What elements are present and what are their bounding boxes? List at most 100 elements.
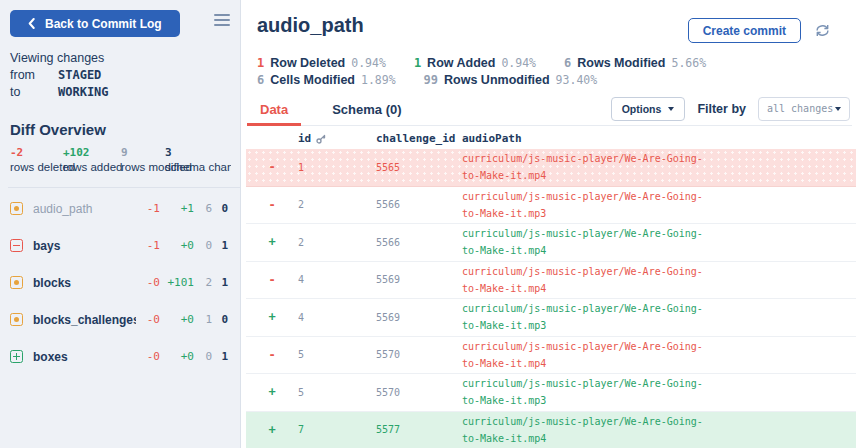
filter-select-value: all changes — [767, 103, 833, 114]
filter-select[interactable]: all changes — [758, 97, 850, 121]
overview-stat-value: 9 — [121, 146, 165, 160]
diff-stat-label: Rows Unmodified — [444, 73, 550, 87]
cell-id: 5 — [298, 384, 376, 401]
tab-data[interactable]: Data — [247, 96, 301, 126]
cell-audio-path: curriculum/js-music-player/We-Are-Going-… — [462, 338, 718, 372]
cell-id: 4 — [298, 309, 376, 326]
table-name: blocks_challenges — [33, 313, 136, 327]
schema-changes-count: 1 — [212, 239, 228, 252]
table-diff-counts: -0 +0 1 0 — [136, 313, 228, 326]
diff-overview-title: Diff Overview — [10, 121, 230, 138]
cell-challenge-id: 5566 — [376, 234, 462, 251]
viewing-from-row: from STAGED — [10, 67, 230, 84]
overview-stat-label: rows added — [63, 160, 121, 175]
schema-changes-count: 1 — [212, 350, 228, 363]
column-header-challenge-id: challenge_id — [376, 132, 462, 145]
tab-bar: Data Schema (0) — [247, 96, 433, 125]
cell-audio-path: curriculum/js-music-player/We-Are-Going-… — [462, 413, 718, 447]
primary-key-icon — [316, 134, 326, 144]
diff-table-row[interactable]: - 1 5565 curriculum/js-music-player/We-A… — [246, 149, 856, 187]
overview-stat-label: rows modified — [121, 160, 165, 175]
cell-challenge-id: 5566 — [376, 196, 462, 213]
diff-stat-value: 1 — [414, 56, 421, 70]
cell-challenge-id: 5577 — [376, 421, 462, 438]
sidebar-table-item-bays[interactable]: bays -1 +0 0 1 — [10, 227, 230, 264]
diff-table-row[interactable]: + 2 5566 curriculum/js-music-player/We-A… — [246, 224, 856, 262]
diff-stat-percent: 5.66% — [671, 56, 706, 70]
sidebar-table-item-audio_path[interactable]: audio_path -1 +1 6 0 — [10, 190, 230, 227]
rows-modified-count: 6 — [194, 202, 212, 215]
diff-stat-value: 6 — [564, 56, 571, 70]
chevron-down-icon — [668, 107, 674, 111]
sidebar-divider — [8, 187, 240, 188]
overview-stat-label: schema changed — [165, 160, 231, 175]
options-button[interactable]: Options — [611, 97, 686, 121]
rows-modified-count: 2 — [194, 276, 212, 289]
controls-bar: Data Schema (0) Options Filter by all ch… — [247, 96, 852, 126]
column-header-audio-path: audioPath — [462, 132, 718, 145]
sidebar-table-item-boxes[interactable]: boxes -0 +0 0 1 — [10, 338, 230, 375]
cell-audio-path: curriculum/js-music-player/We-Are-Going-… — [462, 300, 718, 334]
row-sign: + — [246, 235, 298, 249]
schema-changes-count: 0 — [212, 313, 228, 326]
table-name: blocks — [33, 276, 136, 290]
viewing-to-row: to WORKING — [10, 84, 230, 101]
tab-label: Data — [260, 102, 288, 117]
cell-id: 1 — [298, 159, 376, 176]
diff-table-row[interactable]: + 4 5569 curriculum/js-music-player/We-A… — [246, 299, 856, 337]
diff-stat-label: Rows Modified — [577, 56, 665, 70]
diff-stat: 1 Row Deleted 0.94% — [257, 56, 386, 70]
to-value: WORKING — [58, 84, 109, 101]
diff-stat-value: 99 — [424, 73, 438, 87]
overview-stat: 9 rows modified — [121, 146, 165, 175]
overview-stat: 3 schema changed — [165, 146, 231, 175]
schema-changes-count: 1 — [212, 276, 228, 289]
cell-id: 2 — [298, 234, 376, 251]
diff-stat-value: 1 — [257, 56, 264, 70]
rows-deleted-count: -0 — [136, 276, 160, 289]
cell-audio-path: curriculum/js-music-player/We-Are-Going-… — [462, 150, 718, 184]
diff-stat: 99 Rows Unmodified 93.40% — [424, 73, 598, 87]
diff-app: Back to Commit Log Viewing changes from … — [0, 0, 856, 448]
sidebar-table-item-blocks_challenges[interactable]: blocks_challenges -0 +0 1 0 — [10, 301, 230, 338]
diff-table-row[interactable]: + 5 5570 curriculum/js-music-player/We-A… — [246, 374, 856, 412]
diff-table: id challenge_id audioPath - 1 5565 curri… — [246, 126, 856, 448]
table-status-icon — [10, 313, 23, 326]
overview-stat-value: 3 — [165, 146, 231, 160]
table-diff-counts: -0 +101 2 1 — [136, 276, 228, 289]
cell-challenge-id: 5570 — [376, 384, 462, 401]
sidebar-table-item-blocks[interactable]: blocks -0 +101 2 1 — [10, 264, 230, 301]
tab-schema-0[interactable]: Schema (0) — [319, 96, 414, 126]
overview-stat: -2 rows deleted — [10, 146, 63, 175]
diff-table-row[interactable]: - 4 5569 curriculum/js-music-player/We-A… — [246, 262, 856, 300]
chevron-down-icon — [835, 107, 841, 111]
diff-table-header: id challenge_id audioPath — [246, 126, 856, 149]
main-header: audio_path Create commit — [241, 0, 856, 43]
menu-icon[interactable] — [214, 14, 230, 29]
from-value: STAGED — [58, 67, 101, 84]
diff-table-row[interactable]: - 2 5566 curriculum/js-music-player/We-A… — [246, 187, 856, 225]
to-label: to — [10, 84, 58, 101]
diff-stat-percent: 1.89% — [361, 73, 396, 87]
table-status-icon — [10, 239, 23, 252]
back-to-commit-log-button[interactable]: Back to Commit Log — [10, 10, 180, 37]
diff-table-row[interactable]: - 5 5570 curriculum/js-music-player/We-A… — [246, 337, 856, 375]
sidebar-header: Back to Commit Log — [10, 10, 230, 37]
rows-deleted-count: -0 — [136, 350, 160, 363]
table-status-icon — [10, 350, 23, 363]
cell-id: 2 — [298, 196, 376, 213]
diff-stat-label: Row Added — [427, 56, 495, 70]
row-sign: - — [246, 198, 298, 212]
row-sign: - — [246, 348, 298, 362]
refresh-icon[interactable] — [815, 24, 830, 37]
diff-stats-row: 1 Row Deleted 0.94% 1 Row Added 0.94% 6 … — [257, 56, 856, 87]
row-sign: + — [246, 423, 298, 437]
create-commit-button[interactable]: Create commit — [688, 18, 801, 43]
diff-table-body: - 1 5565 curriculum/js-music-player/We-A… — [246, 149, 856, 448]
rows-deleted-count: -0 — [136, 313, 160, 326]
diff-table-row[interactable]: + 7 5577 curriculum/js-music-player/We-A… — [246, 412, 856, 448]
table-status-icon — [10, 276, 23, 289]
row-sign: + — [246, 310, 298, 324]
page-title: audio_path — [257, 14, 364, 37]
rows-added-count: +0 — [160, 313, 194, 326]
